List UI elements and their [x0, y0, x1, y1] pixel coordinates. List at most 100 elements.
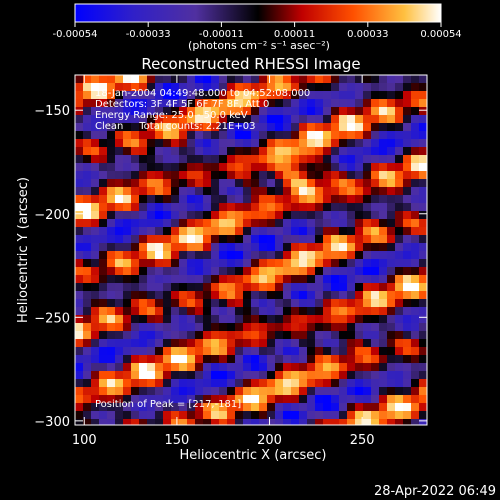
heatmap-cell	[291, 203, 300, 212]
heatmap-cell	[219, 75, 228, 84]
heatmap-cell	[115, 187, 124, 196]
heatmap-cell	[307, 211, 316, 220]
heatmap-cell	[339, 275, 348, 284]
heatmap-cell	[355, 171, 364, 180]
heatmap-cell	[403, 139, 412, 148]
heatmap-cell	[259, 275, 268, 284]
heatmap-cell	[83, 331, 92, 340]
heatmap-cell	[371, 275, 380, 284]
heatmap-cell	[187, 179, 196, 188]
heatmap-cell	[123, 363, 132, 372]
heatmap-cell	[403, 75, 412, 84]
heatmap-cell	[419, 411, 427, 420]
colorbar-tick-label: -0.00033	[126, 29, 171, 40]
heatmap-cell	[283, 275, 292, 284]
heatmap-cell	[163, 387, 172, 396]
heatmap-cell	[283, 171, 292, 180]
heatmap-cell	[155, 235, 164, 244]
heatmap-cell	[243, 251, 252, 260]
heatmap-cell	[267, 419, 276, 425]
heatmap-cell	[411, 211, 420, 220]
heatmap-cell	[243, 275, 252, 284]
heatmap-cell	[123, 283, 132, 292]
heatmap-cell	[139, 75, 148, 84]
heatmap-cell	[299, 235, 308, 244]
heatmap-cell	[115, 115, 124, 124]
heatmap-cell	[139, 83, 148, 92]
heatmap-cell	[195, 411, 204, 420]
heatmap-cell	[211, 403, 220, 412]
heatmap-cell	[115, 155, 124, 164]
heatmap-cell	[291, 243, 300, 252]
heatmap-cell	[291, 211, 300, 220]
heatmap-cell	[419, 123, 427, 132]
heatmap-cell	[139, 347, 148, 356]
heatmap-cell	[395, 259, 404, 268]
heatmap-cell	[315, 83, 324, 92]
heatmap-cell	[315, 163, 324, 172]
heatmap-cell	[291, 403, 300, 412]
heatmap-cell	[275, 107, 284, 116]
heatmap-cell	[419, 371, 427, 380]
heatmap-cell	[411, 195, 420, 204]
heatmap-cell	[275, 211, 284, 220]
heatmap-cell	[251, 403, 260, 412]
heatmap-cell	[355, 371, 364, 380]
heatmap-cell	[187, 419, 196, 425]
heatmap-cell	[411, 171, 420, 180]
heatmap-cell	[163, 371, 172, 380]
heatmap-cell	[395, 411, 404, 420]
heatmap-cell	[235, 75, 244, 84]
heatmap-cell	[219, 123, 228, 132]
heatmap-cell	[147, 227, 156, 236]
heatmap-cell	[355, 115, 364, 124]
heatmap-cell	[131, 395, 140, 404]
heatmap-cell	[267, 99, 276, 108]
heatmap-cell	[307, 339, 316, 348]
heatmap-cell	[251, 259, 260, 268]
heatmap-cell	[291, 331, 300, 340]
heatmap-cell	[283, 283, 292, 292]
peak-position-label: Position of Peak = [217,-181]	[95, 399, 241, 410]
heatmap-cell	[275, 363, 284, 372]
heatmap-cell	[179, 355, 188, 364]
heatmap-cell	[323, 179, 332, 188]
heatmap-cell	[331, 115, 340, 124]
heatmap-cell	[307, 291, 316, 300]
heatmap-cell	[203, 291, 212, 300]
heatmap-cell	[83, 355, 92, 364]
heatmap-cell	[115, 275, 124, 284]
heatmap-cell	[171, 251, 180, 260]
heatmap-cell	[171, 403, 180, 412]
heatmap-cell	[123, 347, 132, 356]
heatmap-cell	[227, 139, 236, 148]
heatmap-cell	[323, 331, 332, 340]
heatmap-cell	[395, 195, 404, 204]
heatmap-cell	[363, 371, 372, 380]
heatmap-cell	[227, 403, 236, 412]
heatmap-cell	[163, 107, 172, 116]
heatmap-cell	[123, 211, 132, 220]
heatmap-cell	[171, 187, 180, 196]
heatmap-cell	[163, 379, 172, 388]
heatmap-cell	[99, 115, 108, 124]
heatmap-cell	[347, 235, 356, 244]
heatmap-cell	[123, 387, 132, 396]
heatmap-cell	[211, 131, 220, 140]
heatmap-cell	[339, 259, 348, 268]
heatmap-cell	[331, 387, 340, 396]
heatmap-cell	[379, 195, 388, 204]
heatmap-cell	[211, 251, 220, 260]
heatmap-cell	[203, 211, 212, 220]
heatmap-cell	[123, 323, 132, 332]
heatmap-cell	[83, 419, 92, 425]
heatmap-cell	[179, 155, 188, 164]
heatmap-cell	[275, 323, 284, 332]
heatmap-cell	[355, 91, 364, 100]
heatmap-cell	[371, 411, 380, 420]
heatmap-cell	[291, 123, 300, 132]
heatmap-cell	[339, 371, 348, 380]
heatmap-cell	[339, 411, 348, 420]
heatmap-cell	[219, 275, 228, 284]
heatmap-cell	[187, 163, 196, 172]
